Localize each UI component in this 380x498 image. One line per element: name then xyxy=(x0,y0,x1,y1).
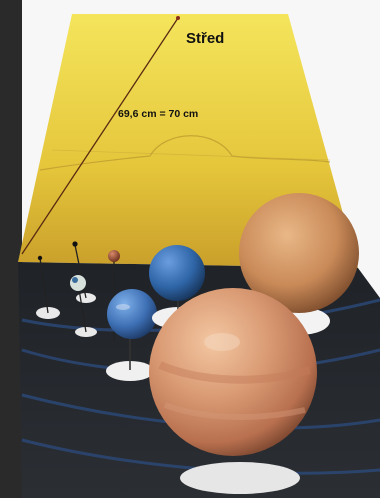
sun-board-crease xyxy=(51,149,331,161)
mercury-model xyxy=(36,255,60,319)
jupiter-model xyxy=(149,288,317,494)
center-label: Střed xyxy=(186,30,225,47)
center-marker xyxy=(176,16,180,20)
sun-board-fold xyxy=(39,135,331,171)
orbit-line-4 xyxy=(21,438,380,475)
moon-model xyxy=(70,275,97,337)
earth-model xyxy=(106,289,157,381)
left-edge-shadow xyxy=(0,0,22,498)
distance-label: 69,6 cm = 70 cm xyxy=(118,108,199,120)
distance-line xyxy=(21,17,179,255)
